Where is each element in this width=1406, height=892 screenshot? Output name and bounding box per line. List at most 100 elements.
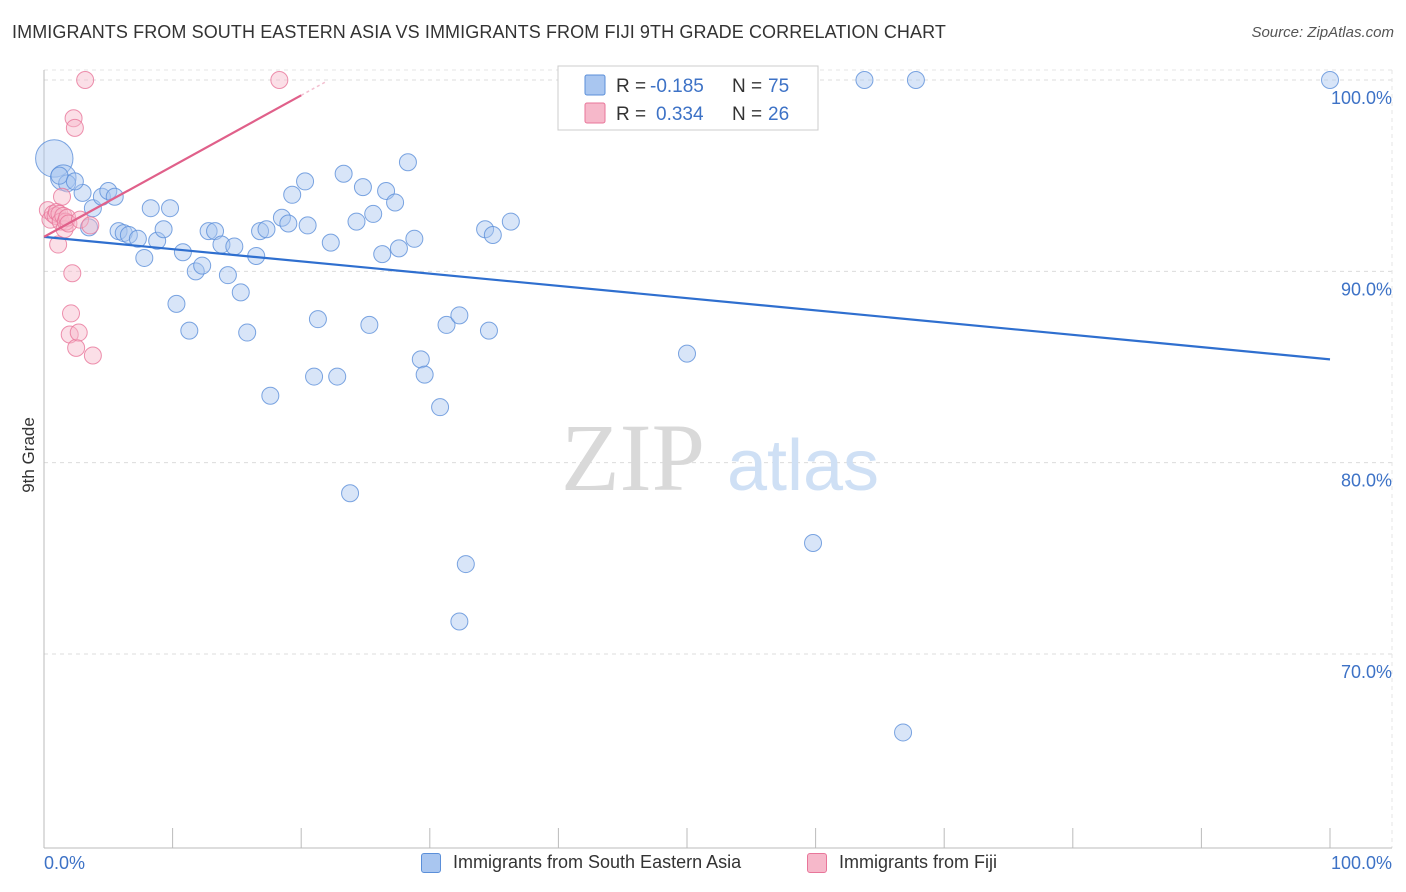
point-south-eastern-asia-61: [450, 612, 469, 631]
point-south-eastern-asia-65: [501, 212, 520, 231]
point-south-eastern-asia-16: [154, 220, 173, 239]
axes: [43, 70, 1392, 849]
legend-label-fiji: Immigrants from Fiji: [839, 852, 998, 872]
point-south-eastern-asia-20: [180, 321, 199, 340]
point-south-eastern-asia-2: [58, 174, 77, 193]
point-south-eastern-asia-43: [334, 164, 353, 183]
trend-line-south-eastern-asia: [43, 235, 1331, 361]
point-fiji-19: [67, 338, 86, 357]
legend-swatch-pink: [584, 102, 606, 124]
point-south-eastern-asia-36: [283, 185, 302, 204]
y-tick-labels: 100.0% 90.0% 80.0% 70.0%: [1331, 88, 1392, 682]
legend-swatch-blue: [584, 74, 606, 96]
x-tick-labels: 0.0% 100.0%: [44, 853, 1392, 873]
legend-n-value-1: 75: [768, 76, 789, 97]
point-fiji-5: [49, 235, 68, 254]
point-south-eastern-asia-37: [296, 172, 315, 191]
point-south-eastern-asia-40: [308, 310, 327, 329]
point-south-eastern-asia-52: [389, 239, 408, 258]
point-fiji-23: [81, 216, 100, 235]
y-tick-label-1: 90.0%: [1341, 279, 1392, 299]
point-south-eastern-asia-58: [437, 315, 456, 334]
point-fiji-16: [63, 264, 82, 283]
legend-box: R = -0.185 N = 75 R = 0.334 N = 26: [557, 65, 819, 131]
legend-n-label-1: N =: [732, 76, 762, 97]
point-south-eastern-asia-12: [128, 229, 147, 248]
point-south-eastern-asia-19: [173, 243, 192, 262]
point-south-eastern-asia-71: [906, 71, 925, 89]
point-south-eastern-asia-32: [257, 220, 276, 239]
point-fiji-15: [62, 304, 81, 323]
point-south-eastern-asia-51: [386, 193, 405, 212]
point-south-eastern-asia-14: [141, 199, 160, 218]
legend-n-label-2: N =: [732, 104, 762, 125]
point-south-eastern-asia-39: [305, 367, 324, 386]
point-south-eastern-asia-63: [479, 321, 498, 340]
watermark-atlas: atlas: [727, 426, 879, 506]
legend-n-value-2: 26: [768, 104, 789, 125]
point-south-eastern-asia-74: [65, 172, 84, 191]
point-south-eastern-asia-45: [347, 212, 366, 231]
y-tick-label-0: 100.0%: [1331, 88, 1392, 108]
point-south-eastern-asia-72: [1321, 71, 1339, 89]
point-south-eastern-asia-49: [373, 245, 392, 264]
point-fiji-20: [69, 323, 88, 342]
bottom-legend: Immigrants from South Eastern Asia Immig…: [0, 850, 1406, 880]
point-south-eastern-asia-18: [167, 294, 186, 313]
legend-item-south-eastern-asia: Immigrants from South Eastern Asia: [421, 852, 741, 873]
point-south-eastern-asia-15: [148, 231, 167, 250]
legend-swatch-fiji: [807, 852, 827, 873]
point-fiji-22: [76, 71, 95, 89]
legend-label-south-eastern-asia: Immigrants from South Eastern Asia: [453, 852, 742, 872]
point-south-eastern-asia-64: [483, 225, 502, 244]
point-fiji-8: [53, 187, 72, 206]
source-label: Source: ZipAtlas.com: [1251, 24, 1394, 41]
trend-line-fiji-extension: [300, 80, 328, 96]
point-south-eastern-asia-29: [238, 323, 257, 342]
y-tick-label-2: 80.0%: [1341, 471, 1392, 491]
point-south-eastern-asia-44: [341, 484, 360, 503]
point-south-eastern-asia-47: [360, 315, 379, 334]
point-south-eastern-asia-13: [135, 248, 154, 267]
trend-lines: [43, 80, 1331, 361]
point-south-eastern-asia-28: [231, 283, 250, 302]
series-south-eastern-asia-points: [35, 71, 1339, 742]
point-fiji-24: [83, 346, 102, 365]
trend-line-fiji: [43, 94, 302, 238]
point-south-eastern-asia-11: [119, 225, 138, 244]
y-axis-label: 9th Grade: [19, 417, 38, 493]
point-south-eastern-asia-46: [353, 178, 372, 197]
legend-r-label-1: R =: [616, 76, 646, 97]
point-fiji-17: [64, 109, 83, 128]
legend-r-label-2: R =: [616, 104, 646, 125]
legend-r-value-2: 0.334: [656, 104, 704, 125]
point-south-eastern-asia-26: [218, 266, 237, 285]
point-south-eastern-asia-22: [193, 256, 212, 275]
point-fiji-18: [65, 118, 84, 137]
point-south-eastern-asia-42: [328, 367, 347, 386]
point-south-eastern-asia-68: [804, 534, 823, 553]
point-south-eastern-asia-69: [855, 71, 874, 89]
point-south-eastern-asia-57: [431, 398, 450, 417]
point-south-eastern-asia-60: [456, 555, 475, 574]
point-south-eastern-asia-27: [225, 237, 244, 256]
point-south-eastern-asia-33: [261, 386, 280, 405]
point-fiji-25: [270, 71, 289, 89]
point-south-eastern-asia-23: [199, 222, 218, 241]
point-south-eastern-asia-59: [450, 306, 469, 325]
point-south-eastern-asia-73: [50, 166, 69, 185]
legend-swatch-south-eastern-asia: [421, 852, 441, 873]
watermark-zip: ZIP: [561, 404, 705, 511]
point-south-eastern-asia-53: [398, 153, 417, 172]
point-south-eastern-asia-48: [364, 204, 383, 223]
point-south-eastern-asia-55: [411, 350, 430, 369]
point-south-eastern-asia-38: [298, 216, 317, 235]
point-south-eastern-asia-17: [161, 199, 180, 218]
y-tick-label-3: 70.0%: [1341, 662, 1392, 682]
point-south-eastern-asia-54: [405, 229, 424, 248]
chart-title: IMMIGRANTS FROM SOUTH EASTERN ASIA VS IM…: [12, 22, 947, 42]
legend-item-fiji: Immigrants from Fiji: [807, 852, 997, 873]
point-south-eastern-asia-56: [415, 365, 434, 384]
point-south-eastern-asia-31: [251, 222, 270, 241]
